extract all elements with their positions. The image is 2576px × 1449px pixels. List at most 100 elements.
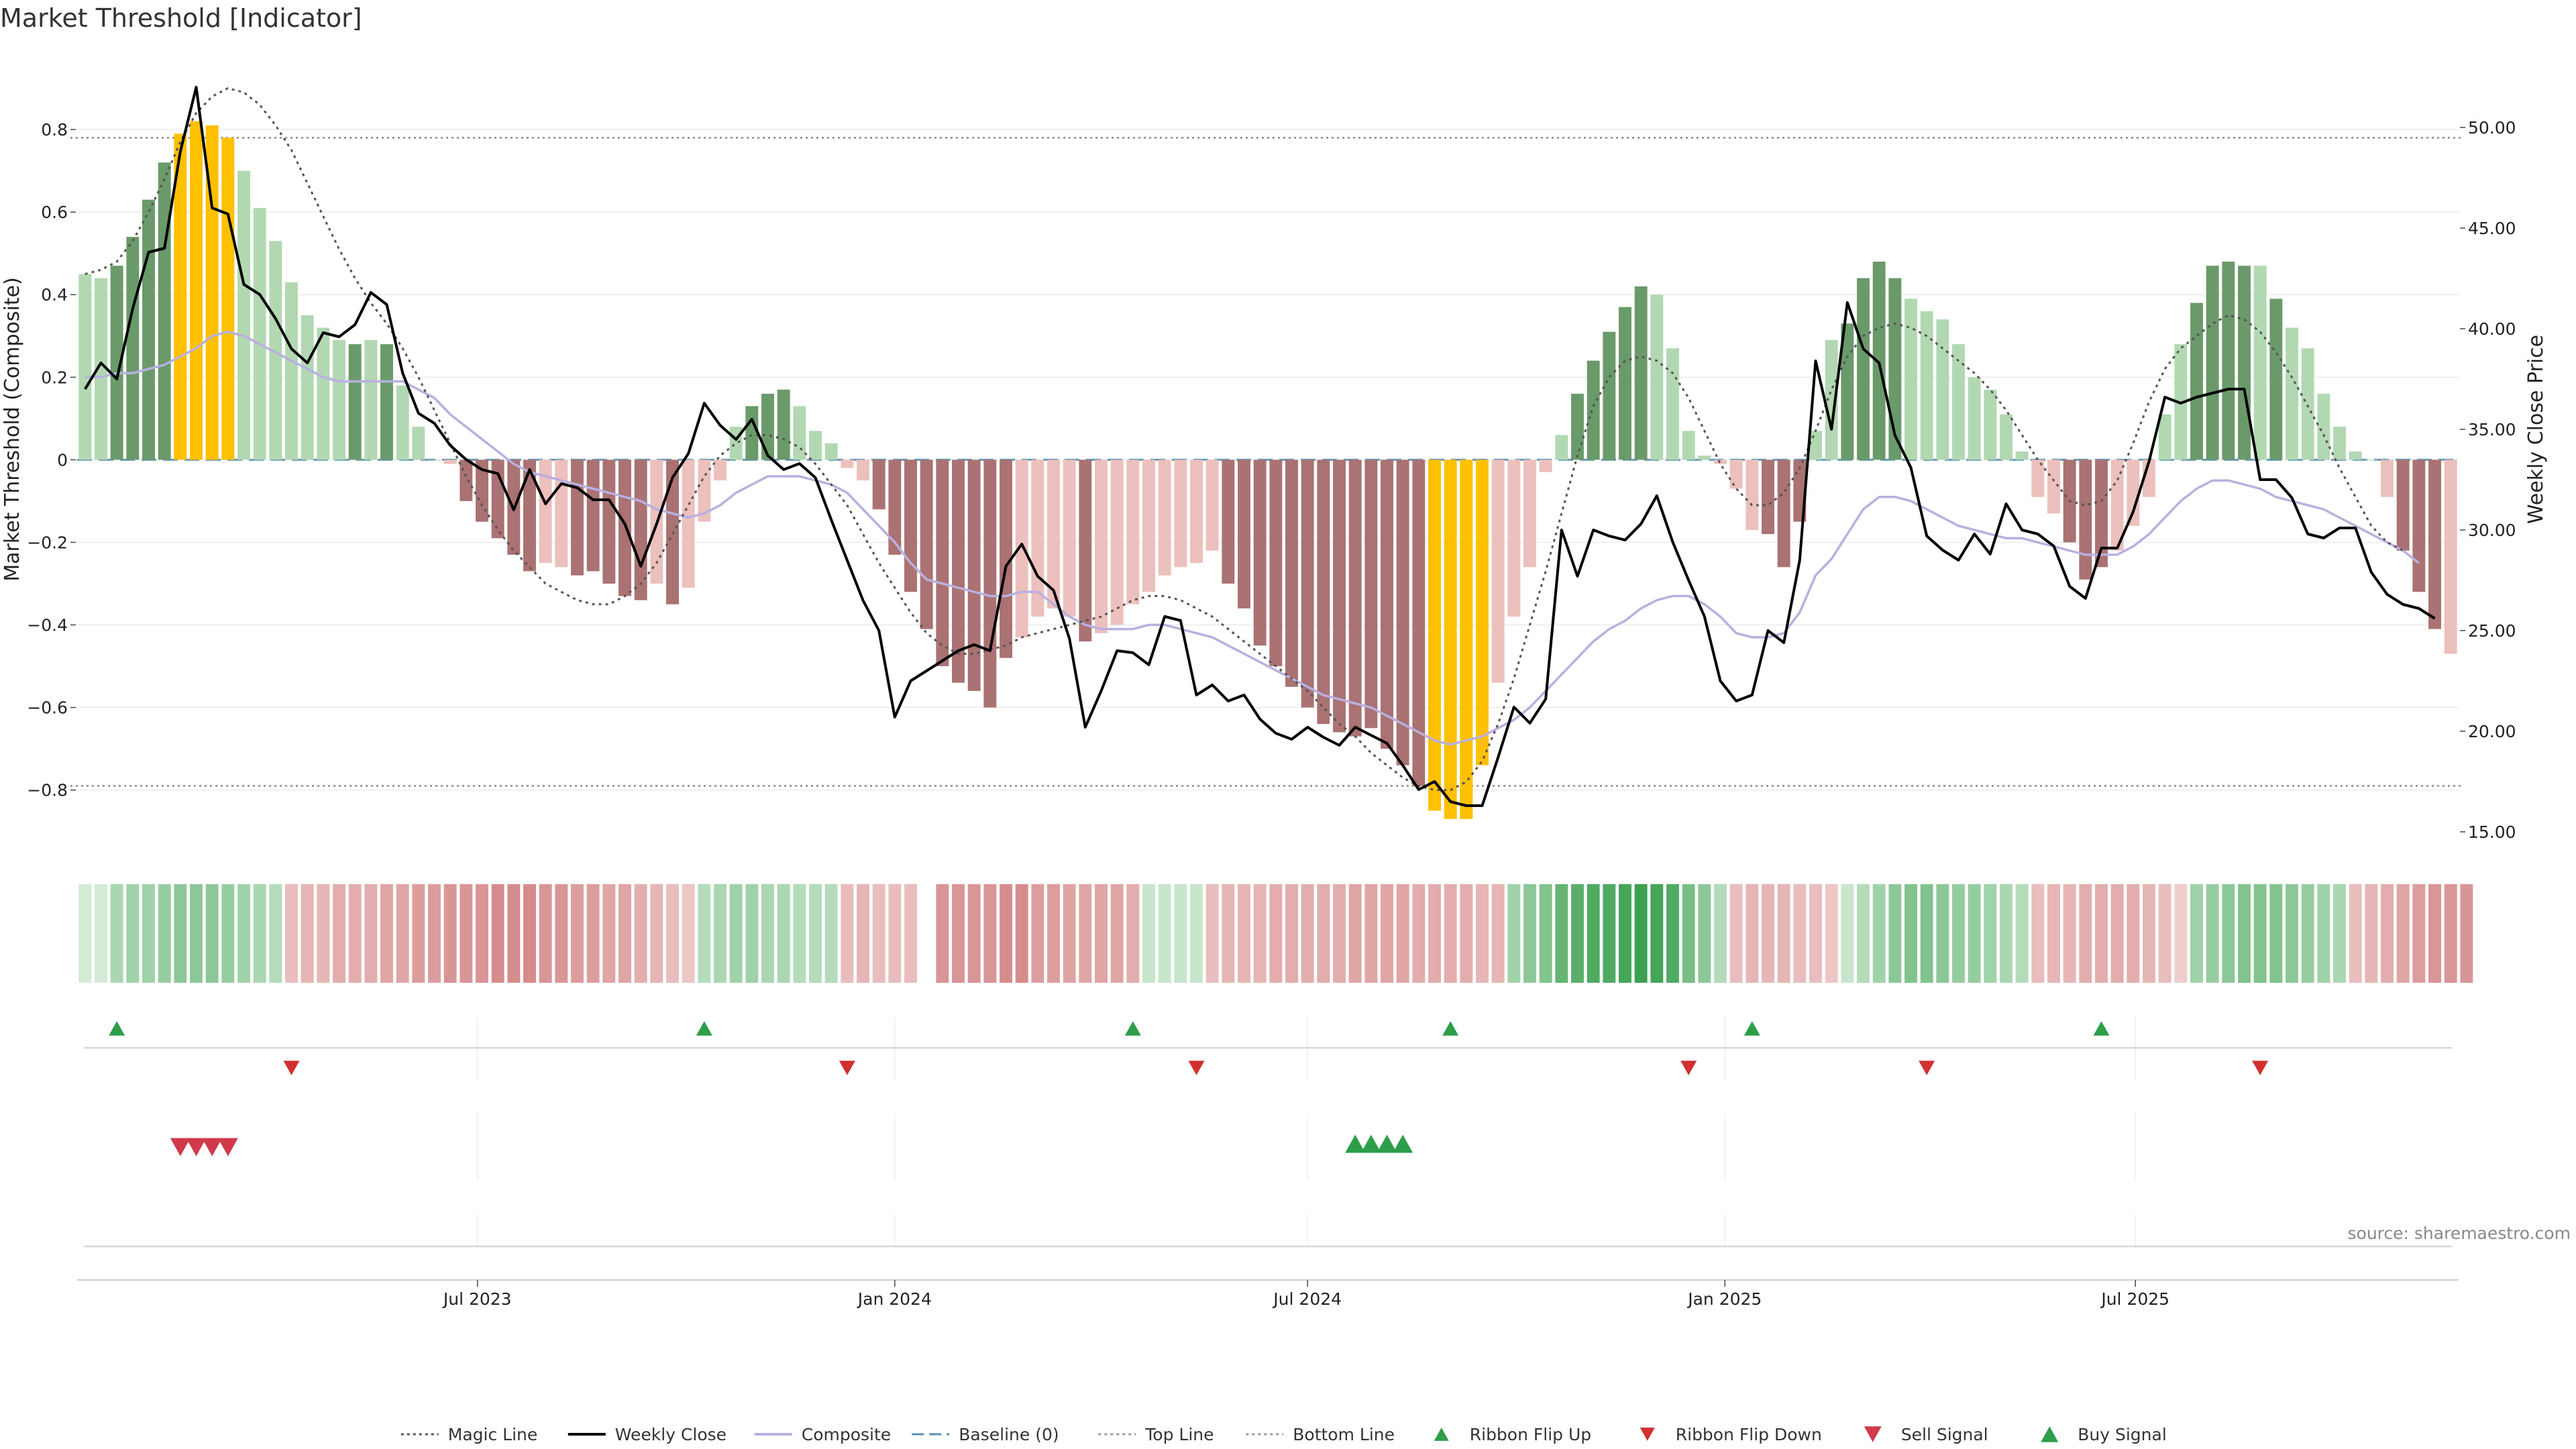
composite-bar [2206, 266, 2219, 460]
ribbon-cell [2015, 884, 2029, 983]
ribbon-cell [1872, 884, 1886, 983]
composite-bar [364, 339, 378, 460]
ribbon-cell [936, 884, 949, 983]
ribbon-cell [1841, 884, 1854, 983]
composite-bar [714, 460, 727, 481]
composite-bar [126, 237, 140, 460]
composite-bar [571, 460, 584, 576]
legend-swatch [1640, 1428, 1655, 1441]
left-tick-label: 0.8 [41, 120, 68, 140]
composite-bar [1762, 460, 1774, 535]
ribbon-cell [809, 884, 822, 983]
sell-signal-marker [202, 1138, 223, 1157]
composite-bar [1079, 460, 1092, 642]
composite-bar [1381, 460, 1393, 749]
buy-signal-marker [1345, 1134, 1366, 1153]
composite-bar [1095, 460, 1108, 633]
ribbon-cell [682, 884, 695, 983]
ribbon-cell [1348, 884, 1362, 983]
composite-bar [317, 327, 330, 460]
composite-bar [523, 460, 536, 572]
composite-bar [1809, 431, 1822, 460]
ribbon-cell [841, 884, 854, 983]
composite-bar [888, 460, 902, 555]
composite-bar [95, 278, 107, 460]
ribbon-cell [221, 884, 235, 983]
buy-signal-marker [1377, 1134, 1397, 1153]
right-tick-label: 15.00 [2468, 822, 2516, 842]
ribbon-cell [237, 884, 250, 983]
ribbon-cell [793, 884, 806, 983]
composite-bar [1333, 460, 1346, 733]
composite-bar [476, 460, 488, 522]
legend-item: Sell Signal [1864, 1425, 1988, 1444]
ribbon-cell [1682, 884, 1695, 983]
composite-bar [1888, 278, 1902, 460]
composite-bar [1174, 460, 1187, 568]
composite-bar [872, 460, 885, 510]
legend-label: Sell Signal [1901, 1425, 1988, 1444]
composite-bar [1126, 460, 1140, 604]
ribbon-cell [2269, 884, 2283, 983]
composite-bar [78, 274, 92, 460]
composite-bar [619, 460, 631, 596]
series-lines [84, 86, 2436, 807]
left-tick-label: −0.8 [27, 781, 68, 800]
legend-item: Composite [754, 1425, 891, 1444]
composite-bar [1110, 460, 1124, 625]
composite-bar [1825, 339, 1838, 460]
composite-bar [1000, 460, 1012, 658]
composite-bar [555, 460, 568, 568]
ribbon-cell [1047, 884, 1060, 983]
ribbon-cell [2253, 884, 2267, 983]
ribbon-cell [2460, 884, 2473, 983]
composite-bar [2349, 451, 2362, 460]
ribbon-cell [285, 884, 298, 983]
composite-bar [2047, 460, 2060, 514]
ribbon-cell [1666, 884, 1679, 983]
ribbon-cell [2031, 884, 2045, 983]
ribbon-cell [904, 884, 917, 983]
ribbon-cell [78, 884, 92, 983]
ribbon-cell [2365, 884, 2378, 983]
ribbon-flip-up-marker [1124, 1021, 1141, 1036]
left-tick-label: −0.2 [27, 533, 68, 552]
ribbon-cell [174, 884, 187, 983]
composite-bar [745, 406, 759, 460]
composite-bar [1460, 460, 1473, 819]
ribbon-cell [698, 884, 711, 983]
ribbon-cell [2190, 884, 2203, 983]
composite-bar [237, 170, 250, 460]
ribbon-cell [1190, 884, 1203, 983]
composite-bar [1698, 455, 1711, 460]
ribbon-cell [2381, 884, 2394, 983]
composite-bar [2428, 460, 2441, 629]
ribbon-cell [1205, 884, 1219, 983]
composite-bar [158, 162, 171, 460]
ribbon-cell [2063, 884, 2076, 983]
right-tick-label: 50.00 [2468, 118, 2516, 138]
ribbon-cell [2286, 884, 2298, 983]
left-tick-label: 0.6 [41, 203, 68, 222]
legend-item: Baseline (0) [912, 1425, 1059, 1444]
ribbon-cell [491, 884, 504, 983]
composite-bar [1952, 344, 1965, 460]
left-tick-label: 0.2 [41, 368, 68, 387]
ribbon-cell [95, 884, 107, 983]
ribbon-cell [1364, 884, 1378, 983]
ribbon-cell [1777, 884, 1790, 983]
ribbon-cell [857, 884, 869, 983]
composite-bar [1444, 460, 1457, 819]
signal-markers [109, 1021, 2269, 1157]
magic-line [85, 87, 2404, 792]
ribbon-cell [2238, 884, 2251, 983]
composite-bar [1682, 431, 1695, 460]
x-tick-label: Jan 2025 [1686, 1289, 1762, 1309]
buy-signal-marker [1393, 1134, 1413, 1153]
composite-bar [443, 460, 457, 464]
ribbon-cell [824, 884, 838, 983]
composite-bar [539, 460, 552, 564]
composite-bar [1063, 460, 1076, 617]
composite-bar [1729, 460, 1743, 489]
